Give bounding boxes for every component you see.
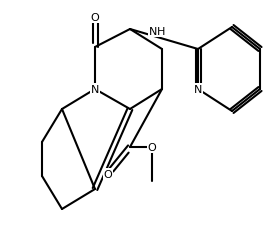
- Text: N: N: [149, 27, 157, 37]
- Text: N: N: [194, 85, 202, 94]
- Text: N: N: [91, 85, 99, 94]
- Text: O: O: [148, 142, 157, 152]
- Text: H: H: [157, 27, 165, 37]
- Text: O: O: [91, 13, 99, 23]
- Text: O: O: [104, 169, 112, 179]
